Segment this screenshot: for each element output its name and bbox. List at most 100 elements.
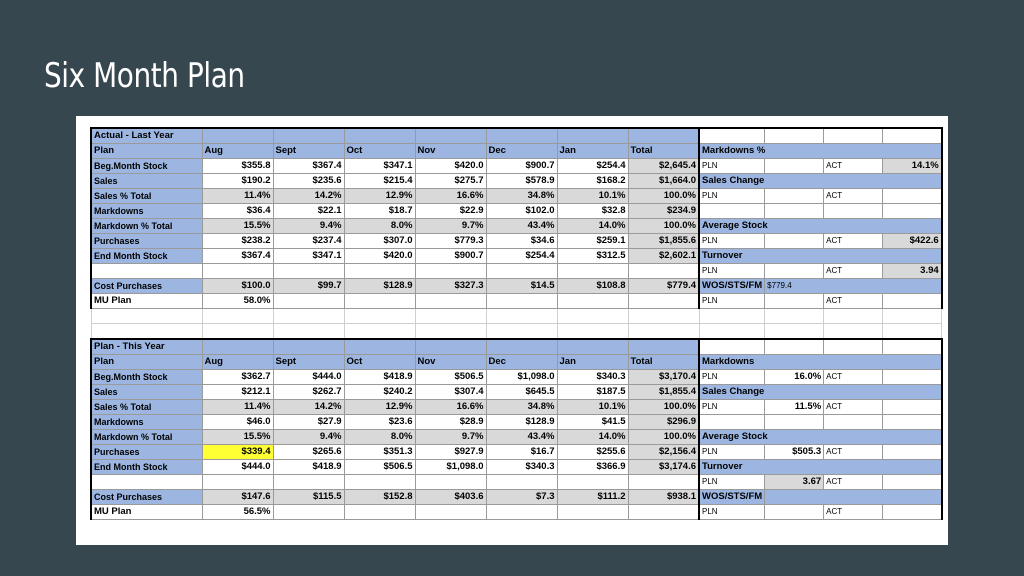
value-cell[interactable]: $366.9 bbox=[556, 459, 629, 475]
row-label[interactable]: Sales % Total bbox=[90, 399, 203, 415]
header-cell[interactable] bbox=[414, 338, 487, 355]
side-section-label[interactable]: Turnover bbox=[698, 248, 943, 264]
pln-label[interactable]: PLN bbox=[698, 369, 766, 385]
value-cell[interactable]: $254.4 bbox=[485, 248, 558, 264]
value-cell[interactable]: $938.1 bbox=[627, 489, 700, 505]
blank-cell[interactable] bbox=[414, 263, 487, 279]
value-cell[interactable]: $347.1 bbox=[343, 158, 416, 174]
value-cell[interactable]: $578.9 bbox=[485, 173, 558, 189]
value-cell[interactable]: $2,645.4 bbox=[627, 158, 700, 174]
blank-cell[interactable] bbox=[414, 308, 487, 324]
pln-label[interactable]: PLN bbox=[698, 504, 766, 520]
value-cell[interactable]: $420.0 bbox=[414, 158, 487, 174]
value-cell[interactable]: 10.1% bbox=[556, 188, 629, 204]
header-cell[interactable] bbox=[556, 338, 629, 355]
act-value[interactable] bbox=[882, 399, 943, 415]
value-cell[interactable]: $275.7 bbox=[414, 173, 487, 189]
value-cell[interactable]: $779.4 bbox=[627, 278, 700, 294]
value-cell[interactable]: 8.0% bbox=[343, 429, 416, 445]
blank-cell[interactable] bbox=[343, 474, 416, 490]
value-cell[interactable]: 10.1% bbox=[556, 399, 629, 415]
value-cell[interactable]: $3,170.4 bbox=[627, 369, 700, 385]
blank-cell[interactable] bbox=[201, 308, 274, 324]
month-header[interactable]: Aug bbox=[201, 143, 274, 159]
value-cell[interactable]: $347.1 bbox=[272, 248, 345, 264]
act-label[interactable]: ACT bbox=[823, 233, 884, 249]
value-cell[interactable]: 14.0% bbox=[556, 429, 629, 445]
act-value[interactable] bbox=[882, 369, 943, 385]
value-cell[interactable]: 100.0% bbox=[627, 218, 700, 234]
blank-cell[interactable] bbox=[485, 474, 558, 490]
blank-cell[interactable] bbox=[698, 323, 766, 340]
blank-cell[interactable] bbox=[485, 293, 558, 309]
blank-cell[interactable] bbox=[627, 293, 700, 309]
month-header[interactable]: Dec bbox=[485, 354, 558, 370]
blank-cell[interactable] bbox=[627, 263, 700, 279]
value-cell[interactable]: $190.2 bbox=[201, 173, 274, 189]
value-cell[interactable]: 14.0% bbox=[556, 218, 629, 234]
side-section-label[interactable]: WOS/STS/FM bbox=[698, 278, 766, 294]
month-header[interactable]: Total bbox=[627, 354, 700, 370]
value-cell[interactable]: 34.8% bbox=[485, 399, 558, 415]
blank-cell[interactable] bbox=[201, 474, 274, 490]
pln-value[interactable]: 11.5% bbox=[764, 399, 825, 415]
value-cell[interactable]: $367.4 bbox=[272, 158, 345, 174]
value-cell[interactable]: 15.5% bbox=[201, 218, 274, 234]
blank-cell[interactable] bbox=[823, 323, 884, 340]
value-cell[interactable]: $339.4 bbox=[201, 444, 274, 460]
act-label[interactable]: ACT bbox=[823, 188, 884, 204]
value-cell[interactable]: $152.8 bbox=[343, 489, 416, 505]
value-cell[interactable]: $259.1 bbox=[556, 233, 629, 249]
act-label[interactable]: ACT bbox=[823, 158, 884, 174]
act-value[interactable]: $422.6 bbox=[882, 233, 943, 249]
pln-label[interactable]: PLN bbox=[698, 399, 766, 415]
side-section-label[interactable]: Turnover bbox=[698, 459, 943, 475]
blank-cell[interactable] bbox=[556, 263, 629, 279]
act-value[interactable]: 3.94 bbox=[882, 263, 943, 279]
value-cell[interactable]: $403.6 bbox=[414, 489, 487, 505]
pln-value[interactable] bbox=[764, 188, 825, 204]
value-cell[interactable]: $41.5 bbox=[556, 414, 629, 430]
plan-label[interactable]: Plan bbox=[90, 143, 203, 159]
month-header[interactable]: Sept bbox=[272, 143, 345, 159]
side-cell[interactable] bbox=[823, 203, 884, 219]
blank-cell[interactable] bbox=[485, 308, 558, 324]
section-label[interactable]: Actual - Last Year bbox=[90, 127, 203, 144]
value-cell[interactable]: $340.3 bbox=[556, 369, 629, 385]
value-cell[interactable]: $506.5 bbox=[414, 369, 487, 385]
blank-cell[interactable] bbox=[90, 474, 203, 490]
pln-value[interactable]: 16.0% bbox=[764, 369, 825, 385]
value-cell[interactable]: 14.2% bbox=[272, 188, 345, 204]
value-cell[interactable]: $420.0 bbox=[343, 248, 416, 264]
value-cell[interactable]: $779.3 bbox=[414, 233, 487, 249]
value-cell[interactable]: $18.7 bbox=[343, 203, 416, 219]
side-cell[interactable] bbox=[764, 127, 825, 144]
wos-value[interactable] bbox=[764, 489, 943, 505]
value-cell[interactable]: $46.0 bbox=[201, 414, 274, 430]
value-cell[interactable]: $234.9 bbox=[627, 203, 700, 219]
pln-label[interactable]: PLN bbox=[698, 293, 766, 309]
blank-cell[interactable] bbox=[343, 323, 416, 340]
act-label[interactable]: ACT bbox=[823, 444, 884, 460]
value-cell[interactable]: $147.6 bbox=[201, 489, 274, 505]
header-cell[interactable] bbox=[556, 127, 629, 144]
blank-cell[interactable] bbox=[764, 323, 825, 340]
value-cell[interactable]: 100.0% bbox=[627, 399, 700, 415]
blank-cell[interactable] bbox=[272, 293, 345, 309]
value-cell[interactable]: 9.4% bbox=[272, 429, 345, 445]
value-cell[interactable]: 9.4% bbox=[272, 218, 345, 234]
value-cell[interactable]: $927.9 bbox=[414, 444, 487, 460]
value-cell[interactable]: $128.9 bbox=[343, 278, 416, 294]
month-header[interactable]: Nov bbox=[414, 143, 487, 159]
value-cell[interactable]: $255.6 bbox=[556, 444, 629, 460]
row-label[interactable]: Sales bbox=[90, 173, 203, 189]
value-cell[interactable]: 100.0% bbox=[627, 188, 700, 204]
blank-cell[interactable] bbox=[627, 474, 700, 490]
blank-cell[interactable] bbox=[272, 263, 345, 279]
value-cell[interactable]: $327.3 bbox=[414, 278, 487, 294]
pln-value[interactable] bbox=[764, 158, 825, 174]
blank-cell[interactable] bbox=[414, 504, 487, 520]
month-header[interactable]: Total bbox=[627, 143, 700, 159]
blank-cell[interactable] bbox=[343, 308, 416, 324]
blank-cell[interactable] bbox=[343, 504, 416, 520]
